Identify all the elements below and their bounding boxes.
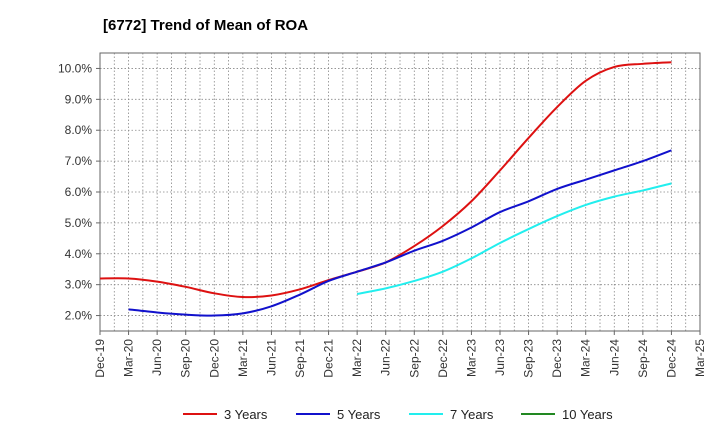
- y-tick-label: 5.0%: [65, 216, 93, 230]
- legend-label-5-years: 5 Years: [337, 407, 381, 422]
- series-line-5-years: [128, 149, 672, 317]
- x-tick-label: Jun-22: [379, 339, 393, 376]
- chart-title: [6772] Trend of Mean of ROA: [103, 17, 308, 34]
- x-tick-label: Jun-24: [607, 339, 621, 376]
- x-tick-label: Mar-23: [464, 339, 478, 377]
- legend-label-10-years: 10 Years: [562, 407, 613, 422]
- y-tick-label: 7.0%: [65, 154, 93, 168]
- legend: 3 Years 5 Years 7 Years 10 Years: [183, 407, 613, 422]
- y-tick-label: 9.0%: [65, 92, 93, 106]
- y-tick-label: 4.0%: [65, 247, 93, 261]
- y-tick-label: 3.0%: [65, 278, 93, 292]
- x-tick-label: Mar-25: [693, 339, 707, 377]
- x-tick-label: Mar-20: [122, 339, 136, 377]
- y-axis-ticks: 2.0% 3.0% 4.0% 5.0% 6.0% 7.0% 8.0% 9.0% 10.0%: [58, 61, 100, 323]
- x-tick-label: Mar-22: [350, 339, 364, 377]
- x-tick-label: Sep-20: [179, 339, 193, 378]
- x-tick-label: Dec-24: [664, 339, 678, 378]
- legend-label-7-years: 7 Years: [450, 407, 494, 422]
- x-tick-label: Jun-21: [264, 339, 278, 376]
- x-tick-label: Dec-19: [93, 339, 107, 378]
- x-tick-label: Mar-21: [236, 339, 250, 377]
- x-tick-label: Sep-21: [293, 339, 307, 378]
- y-tick-label: 2.0%: [65, 309, 93, 323]
- x-tick-label: Dec-21: [322, 339, 336, 378]
- plot-frame: [99, 52, 701, 332]
- x-tick-label: Jun-23: [493, 339, 507, 376]
- y-tick-label: 10.0%: [58, 61, 92, 75]
- x-tick-label: Dec-23: [550, 339, 564, 378]
- x-tick-label: Sep-22: [407, 339, 421, 378]
- x-tick-label: Dec-22: [436, 339, 450, 378]
- x-tick-label: Sep-24: [636, 339, 650, 378]
- series-lines: [99, 61, 672, 317]
- y-tick-label: 6.0%: [65, 185, 93, 199]
- series-line-7-years: [356, 182, 672, 295]
- legend-label-3-years: 3 Years: [224, 407, 268, 422]
- x-tick-label: Jun-20: [150, 339, 164, 376]
- x-tick-label: Sep-23: [522, 339, 536, 378]
- y-tick-label: 8.0%: [65, 123, 93, 137]
- x-tick-label: Mar-24: [579, 339, 593, 377]
- x-axis-ticks: Dec-19 Mar-20 Jun-20 Sep-20 Dec-20 Mar-21 Jun-…: [93, 331, 707, 378]
- grid: [100, 53, 700, 331]
- x-tick-label: Dec-20: [207, 339, 221, 378]
